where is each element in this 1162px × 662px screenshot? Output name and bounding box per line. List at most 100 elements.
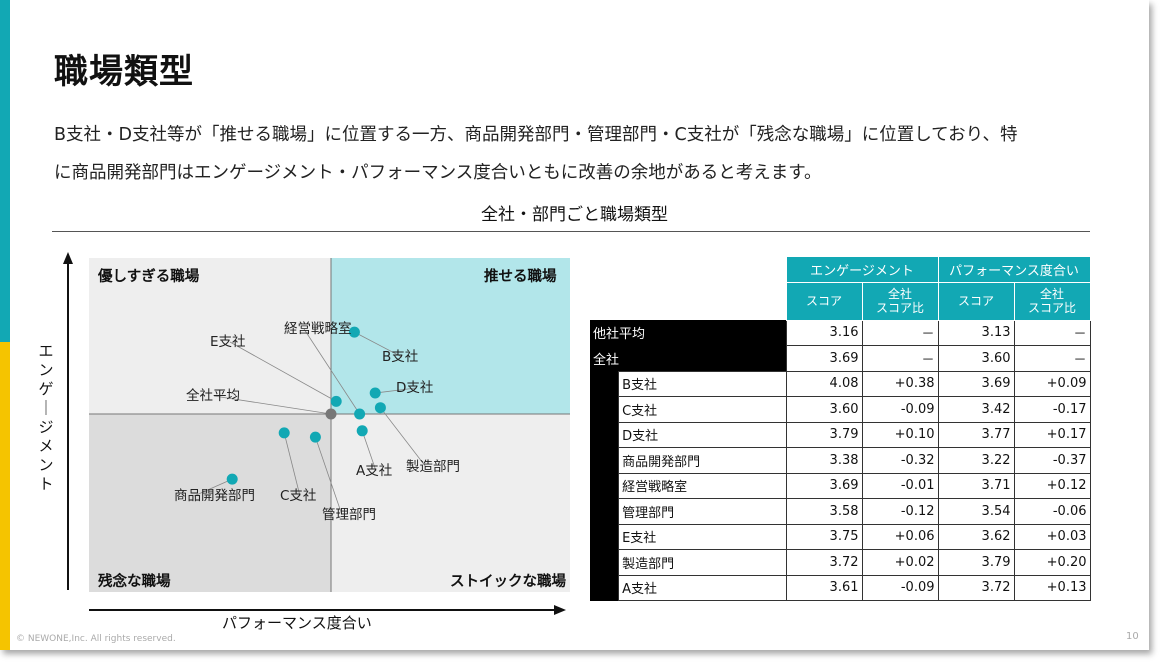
performance-diff: － — [1013, 345, 1091, 372]
performance-score: 3.77 — [937, 421, 1015, 448]
point-label: A支社 — [356, 463, 393, 479]
row-indent — [590, 396, 619, 422]
performance-diff: -0.06 — [1013, 498, 1091, 525]
table-row: 経営戦略室 3.69 -0.01 3.71 +0.12 — [590, 472, 1091, 499]
performance-diff: +0.13 — [1013, 574, 1091, 601]
leader-line — [315, 436, 343, 516]
description: B支社・D支社等が「推せる職場」に位置する一方、商品開発部門・管理部門・C支社が… — [54, 116, 1114, 192]
quadrant-label-bottom-left: 残念な職場 — [98, 574, 171, 590]
table-row: A支社 3.61 -0.09 3.72 +0.13 — [590, 574, 1091, 601]
engagement-diff: － — [861, 345, 939, 372]
page-title: 職場類型 — [54, 52, 194, 92]
row-name: E支社 — [618, 523, 787, 550]
engagement-diff: -0.32 — [861, 447, 939, 474]
engagement-score: 3.38 — [785, 447, 863, 474]
point-label: E支社 — [210, 334, 246, 350]
table-row: 全社 3.69 － 3.60 － — [590, 345, 1091, 372]
table-row: D支社 3.79 +0.10 3.77 +0.17 — [590, 421, 1091, 448]
engagement-diff: +0.10 — [861, 421, 939, 448]
quadrant-top-left — [89, 258, 331, 414]
row-indent — [590, 422, 619, 448]
data-point — [309, 431, 321, 443]
accent-bar-teal — [0, 0, 10, 342]
chart-title: 全社・部門ごと職場類型 — [481, 205, 668, 225]
engagement-score: 3.60 — [785, 396, 863, 423]
subheader-ratio: 全社 スコア比 — [861, 281, 939, 321]
leader-line — [354, 331, 403, 358]
quadrant-chart-svg — [63, 252, 570, 615]
performance-score: 3.13 — [937, 319, 1015, 346]
accent-bar-yellow — [0, 342, 10, 650]
engagement-score: 3.61 — [785, 574, 863, 601]
leader-line — [303, 328, 360, 415]
performance-diff: +0.09 — [1013, 370, 1091, 397]
quadrant-chart: エンゲ｜ジメント パフォーマンス度合い 優しすぎる職場 推せる職場 残念な職場 … — [38, 240, 582, 640]
leader-line — [213, 395, 332, 415]
row-indent — [590, 447, 619, 473]
row-indent — [590, 371, 619, 397]
engagement-score: 3.79 — [785, 421, 863, 448]
leader-line — [193, 478, 233, 497]
row-indent — [590, 575, 619, 601]
point-label: 商品開発部門 — [174, 488, 255, 504]
performance-score: 3.60 — [937, 345, 1015, 372]
row-name: B支社 — [618, 370, 787, 397]
data-point — [354, 408, 366, 420]
leader-line — [375, 387, 417, 394]
leader-line — [361, 430, 377, 472]
row-name: D支社 — [618, 421, 787, 448]
data-point — [369, 387, 381, 399]
row-name: 全社 — [590, 345, 786, 371]
subheader-score: スコア — [785, 281, 863, 321]
y-axis-arrow — [63, 252, 73, 264]
engagement-diff: +0.06 — [861, 523, 939, 550]
table-row: 製造部門 3.72 +0.02 3.79 +0.20 — [590, 549, 1091, 576]
page-number: 10 — [1126, 631, 1139, 642]
performance-diff: -0.37 — [1013, 447, 1091, 474]
table-row: 他社平均 3.16 － 3.13 － — [590, 319, 1091, 346]
x-axis-label: パフォーマンス度合い — [222, 614, 372, 632]
table-row: 商品開発部門 3.38 -0.32 3.22 -0.37 — [590, 447, 1091, 474]
description-line-1: B支社・D支社等が「推せる職場」に位置する一方、商品開発部門・管理部門・C支社が… — [54, 125, 1018, 145]
row-name: A支社 — [618, 574, 787, 601]
leader-line — [380, 407, 427, 468]
data-point — [278, 427, 290, 439]
point-label: D支社 — [396, 380, 434, 396]
data-point — [330, 395, 342, 407]
table-row: E支社 3.75 +0.06 3.62 +0.03 — [590, 523, 1091, 550]
data-point — [226, 473, 238, 485]
engagement-score: 3.69 — [785, 472, 863, 499]
engagement-diff: -0.12 — [861, 498, 939, 525]
subheader-score: スコア — [937, 281, 1015, 321]
engagement-score: 3.72 — [785, 549, 863, 576]
performance-diff: +0.12 — [1013, 472, 1091, 499]
engagement-score: 4.08 — [785, 370, 863, 397]
table-row: C支社 3.60 -0.09 3.42 -0.17 — [590, 396, 1091, 423]
row-indent — [590, 498, 619, 524]
engagement-score: 3.75 — [785, 523, 863, 550]
subheader-ratio: 全社 スコア比 — [1013, 281, 1091, 321]
table-row: B支社 4.08 +0.38 3.69 +0.09 — [590, 370, 1091, 397]
row-name: 商品開発部門 — [618, 447, 787, 474]
engagement-diff: -0.09 — [861, 574, 939, 601]
performance-score: 3.22 — [937, 447, 1015, 474]
quadrant-bottom-right — [331, 414, 570, 592]
engagement-diff: -0.09 — [861, 396, 939, 423]
score-table: エンゲージメント パフォーマンス度合い スコア 全社 スコア比 スコア 全社 ス… — [590, 256, 1091, 601]
engagement-diff: +0.38 — [861, 370, 939, 397]
row-name: C支社 — [618, 396, 787, 423]
engagement-diff: -0.01 — [861, 472, 939, 499]
point-label: 製造部門 — [406, 459, 460, 475]
performance-score: 3.72 — [937, 574, 1015, 601]
row-name: 他社平均 — [590, 320, 786, 346]
performance-diff: -0.17 — [1013, 396, 1091, 423]
performance-score: 3.79 — [937, 549, 1015, 576]
point-label: 全社平均 — [186, 388, 240, 404]
point-label: B支社 — [382, 349, 419, 365]
y-axis-label: エンゲ｜ジメント — [38, 342, 54, 493]
row-name: 管理部門 — [618, 498, 787, 525]
copyright: © NEWONE,Inc. All rights reserved. — [16, 634, 176, 644]
performance-diff: +0.03 — [1013, 523, 1091, 550]
header-performance: パフォーマンス度合い — [937, 256, 1091, 283]
performance-diff: － — [1013, 319, 1091, 346]
